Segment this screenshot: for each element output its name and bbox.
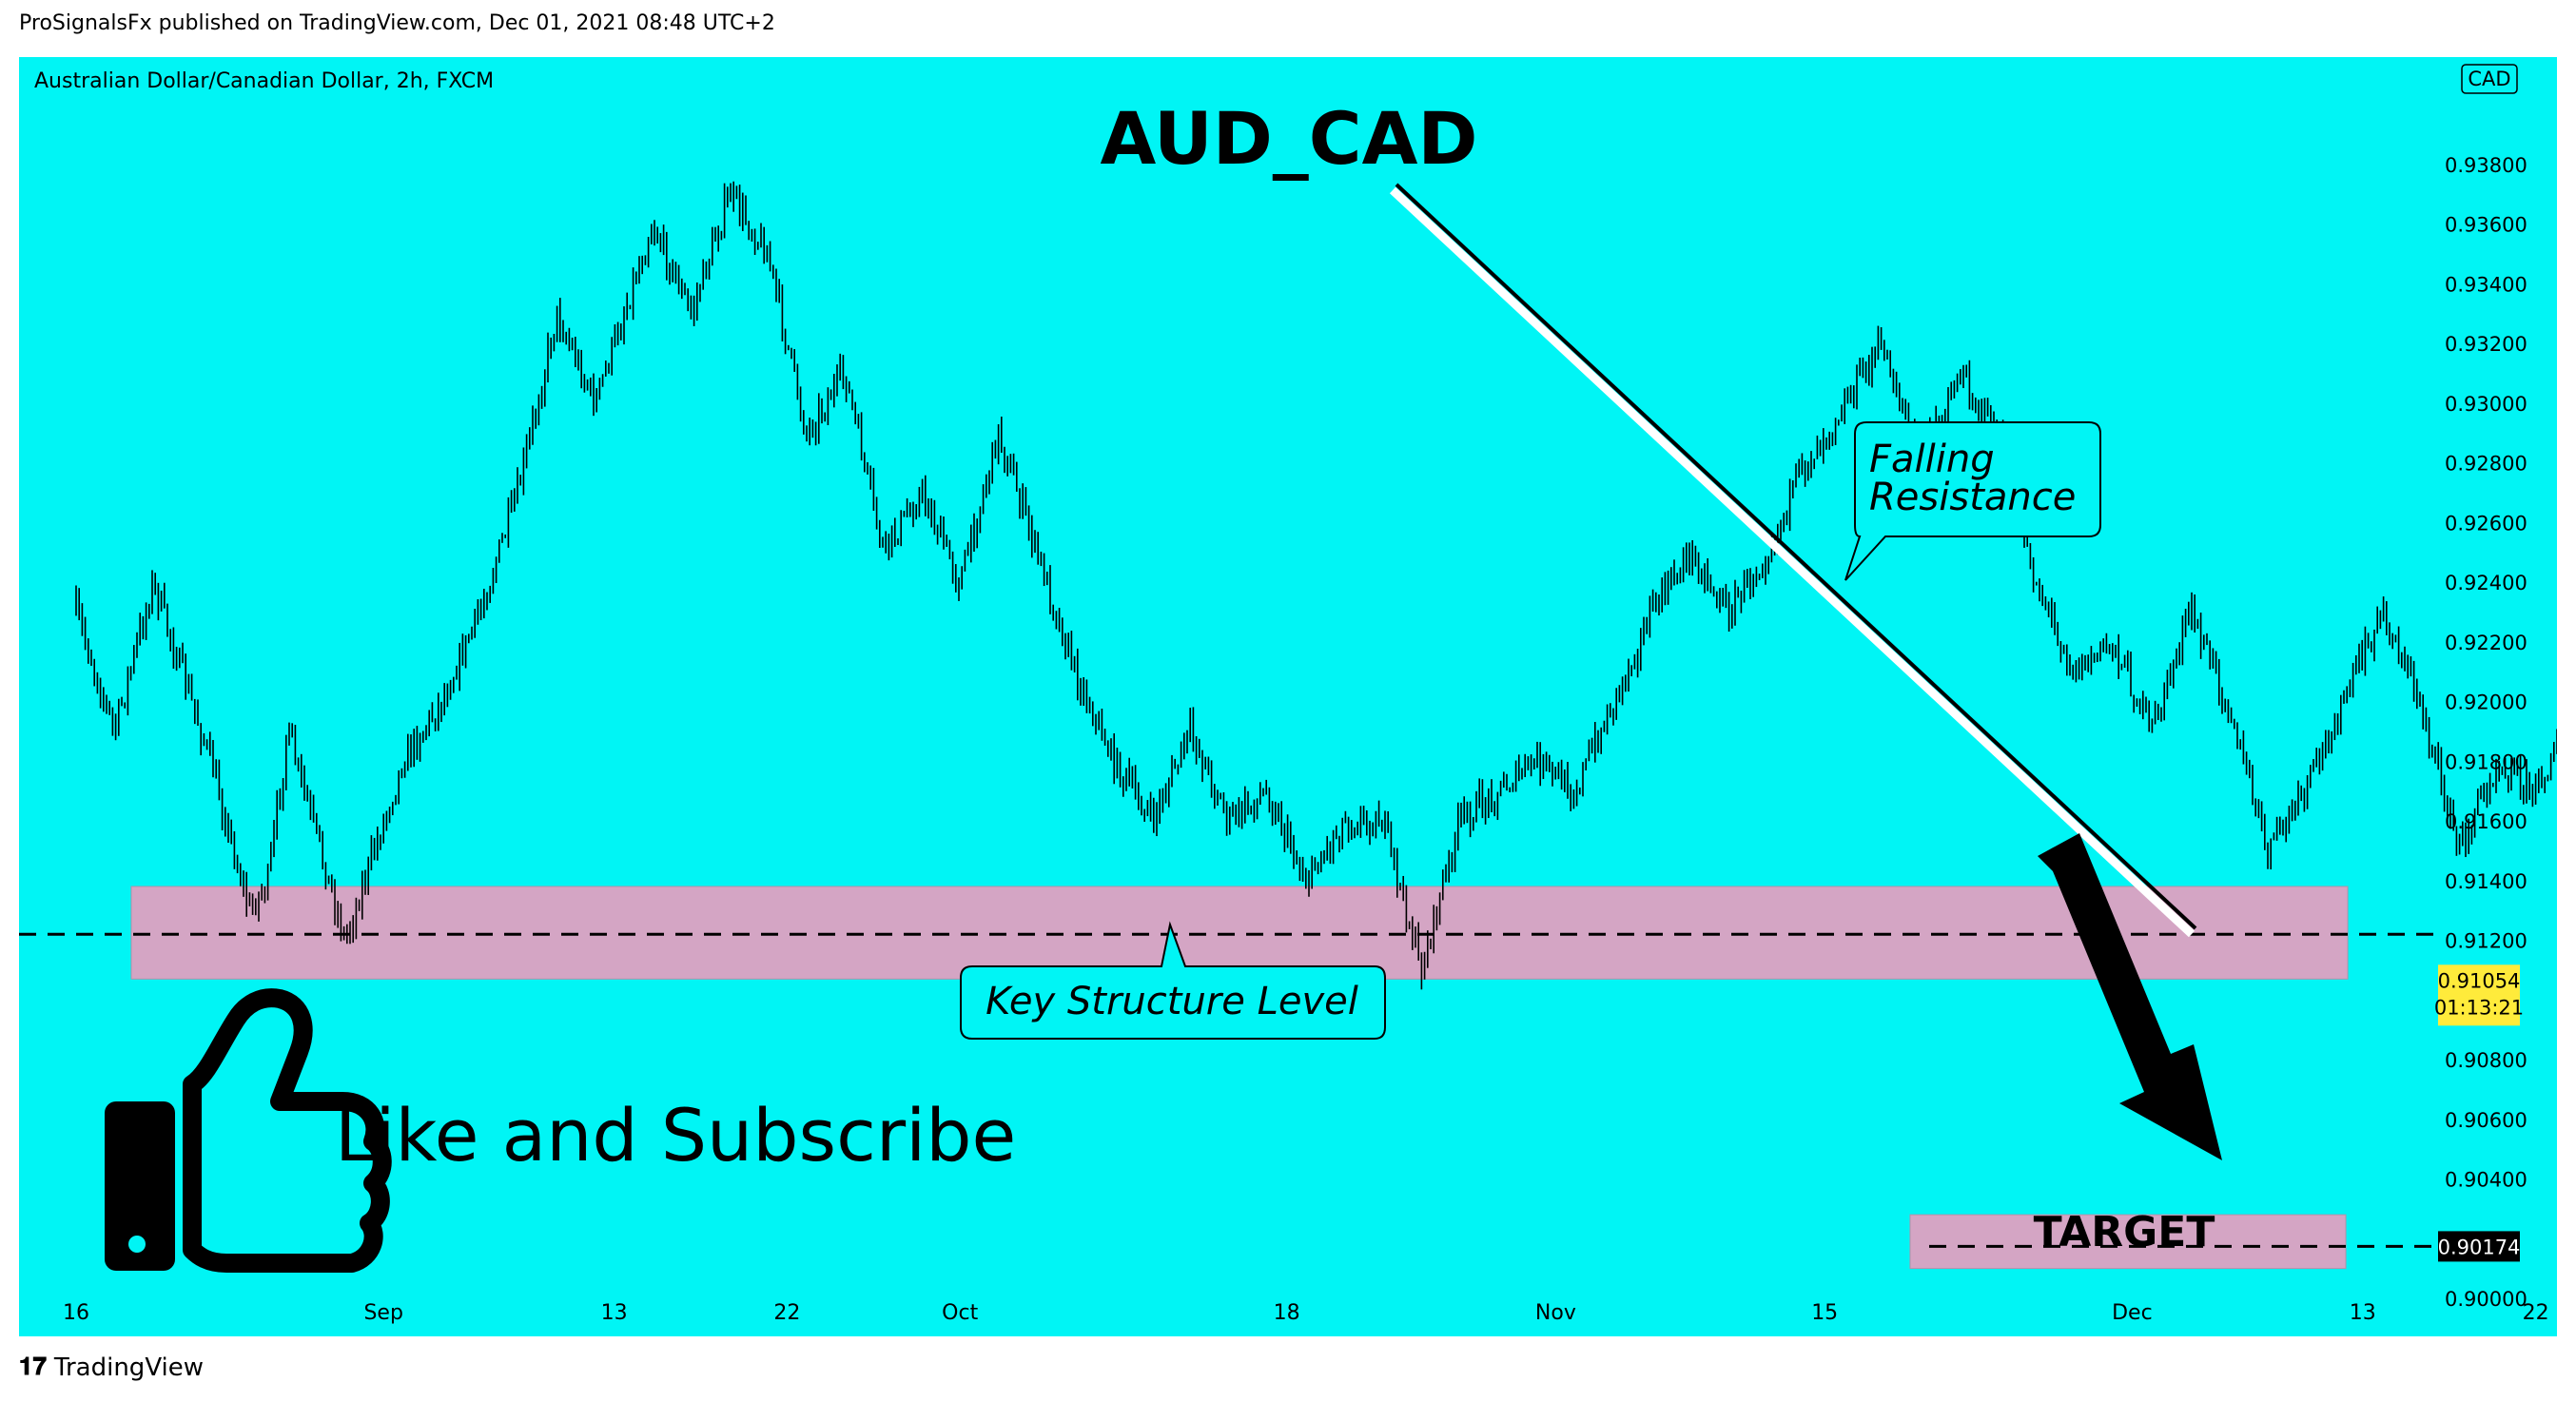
target-zone bbox=[1909, 1214, 2347, 1270]
x-tick-label: Dec bbox=[2112, 1301, 2153, 1325]
current-price-countdown: 01:13:21 bbox=[2434, 996, 2524, 1019]
target-price-badge bbox=[2438, 1231, 2520, 1262]
y-tick-label: 0.90400 bbox=[2445, 1169, 2527, 1192]
y-tick-label: 0.91400 bbox=[2445, 870, 2527, 893]
y-tick-label: 0.91600 bbox=[2445, 810, 2527, 833]
target-price-value: 0.90174 bbox=[2438, 1236, 2521, 1258]
x-tick-label: 22 bbox=[773, 1301, 800, 1325]
falling-resistance-label-line1: Falling bbox=[1869, 438, 1995, 481]
key-structure-callout: Key Structure Level bbox=[960, 921, 1386, 1040]
currency-badge: CAD bbox=[2468, 68, 2510, 90]
chart-title: AUD_CAD bbox=[1101, 96, 1478, 181]
y-tick-label: 0.91200 bbox=[2445, 930, 2527, 953]
y-tick-label: 0.92000 bbox=[2445, 691, 2527, 714]
x-tick-label: 22 bbox=[2523, 1301, 2549, 1325]
currency-badge-box bbox=[2461, 64, 2518, 94]
x-tick-label: Sep bbox=[363, 1301, 402, 1325]
y-tick-label: 0.92200 bbox=[2445, 632, 2527, 654]
y-tick-label: 0.93600 bbox=[2445, 214, 2527, 237]
y-tick-label: 0.90600 bbox=[2445, 1109, 2527, 1132]
publish-header: ProSignalsFx published on TradingView.co… bbox=[19, 11, 775, 35]
x-tick-label: Nov bbox=[1535, 1301, 1576, 1325]
y-tick-label: 0.92800 bbox=[2445, 453, 2527, 476]
current-price-value: 0.91054 bbox=[2438, 969, 2521, 992]
y-axis-ticks: 0.93800 0.93600 0.93400 0.93200 0.93000 0.928… bbox=[2445, 154, 2527, 1311]
current-price-badge bbox=[2438, 964, 2520, 1026]
x-tick-label: 13 bbox=[601, 1301, 628, 1325]
falling-resistance-label-line2: Resistance bbox=[1869, 476, 2076, 519]
footer-brand: TradingView bbox=[53, 1353, 205, 1382]
symbol-label: Australian Dollar/Canadian Dollar, 2h, F… bbox=[34, 69, 494, 93]
x-tick-label: 18 bbox=[1274, 1301, 1300, 1325]
y-tick-label: 0.92600 bbox=[2445, 512, 2527, 535]
price-chart[interactable]: Australian Dollar/Canadian Dollar, 2h, F… bbox=[19, 57, 2557, 1336]
cta-text: Like and Subscribe bbox=[335, 1093, 1016, 1178]
falling-resistance-highlight bbox=[1389, 186, 2195, 938]
y-tick-label: 0.93800 bbox=[2445, 154, 2527, 177]
falling-resistance-callout: Falling Resistance bbox=[1844, 421, 2101, 581]
x-tick-label: 13 bbox=[2350, 1301, 2376, 1325]
x-axis-ticks: 16 Sep 13 22 Oct 18 Nov 15 Dec 13 22 bbox=[63, 1301, 2549, 1325]
key-structure-zone bbox=[130, 886, 2349, 980]
x-tick-label: 16 bbox=[63, 1301, 89, 1325]
target-label: TARGET bbox=[2034, 1208, 2215, 1256]
y-tick-label: 0.90800 bbox=[2445, 1049, 2527, 1072]
y-tick-label: 0.90000 bbox=[2445, 1288, 2527, 1311]
tradingview-logo-icon: 𝟏𝟕 bbox=[19, 1353, 47, 1381]
target-arrow-icon bbox=[2038, 833, 2222, 1160]
thumbs-up-icon bbox=[105, 988, 392, 1273]
y-tick-label: 0.93000 bbox=[2445, 393, 2527, 416]
y-tick-label: 0.93200 bbox=[2445, 333, 2527, 356]
y-tick-label: 0.93400 bbox=[2445, 273, 2527, 296]
x-tick-label: Oct bbox=[942, 1301, 978, 1325]
y-tick-label: 0.92400 bbox=[2445, 572, 2527, 594]
falling-resistance-line bbox=[1395, 183, 2197, 930]
key-structure-label: Key Structure Level bbox=[986, 980, 1358, 1023]
y-tick-label: 0.91800 bbox=[2445, 750, 2527, 773]
x-tick-label: 15 bbox=[1811, 1301, 1838, 1325]
tradingview-footer: 𝟏𝟕 TradingView bbox=[19, 1353, 204, 1382]
